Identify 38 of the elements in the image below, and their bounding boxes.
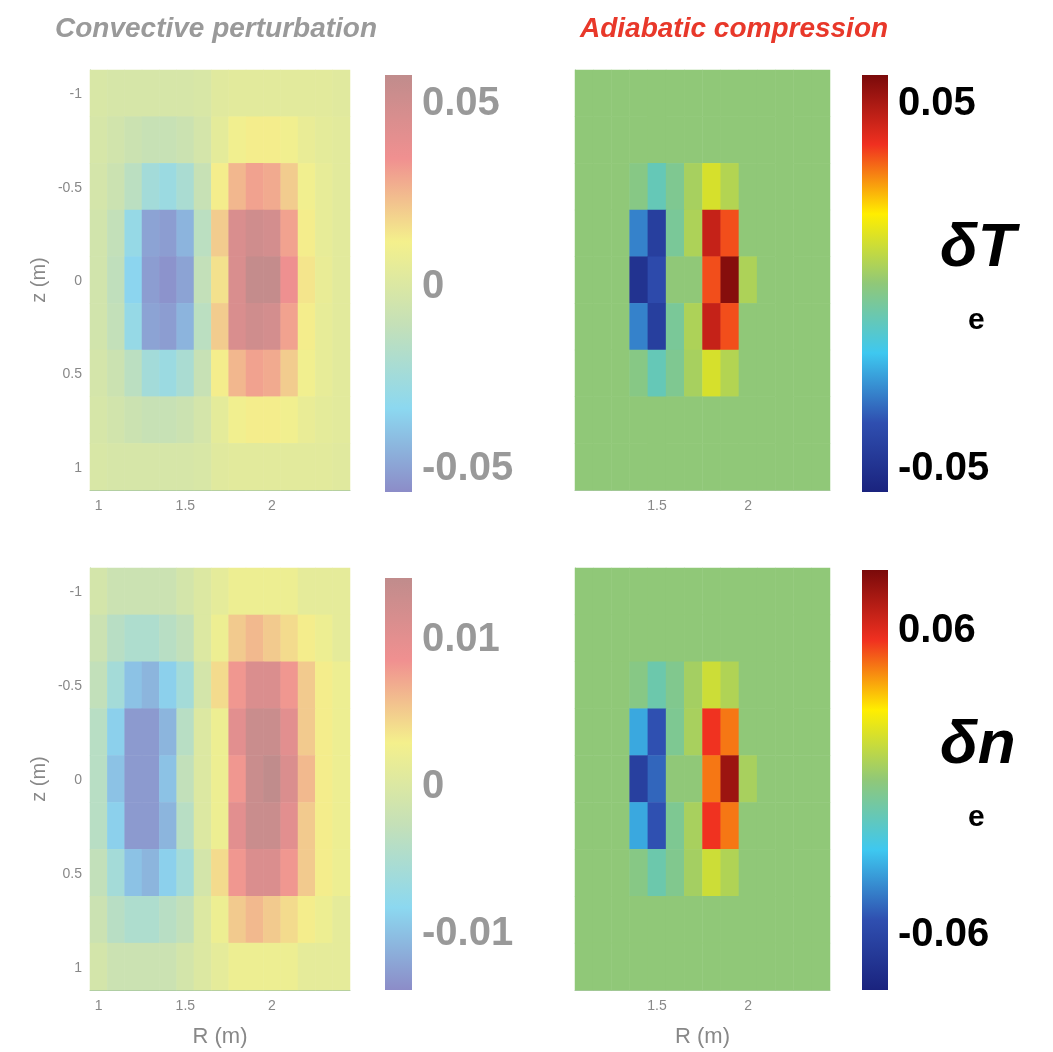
x-tick-label: 2: [744, 497, 753, 513]
y-tick-label: 1: [74, 458, 83, 475]
y-tick-label: 0.5: [62, 864, 83, 881]
color-bar-label: 0.01: [422, 614, 500, 659]
x-tick-label: 1.5: [175, 497, 196, 513]
y-tick-label: -0.5: [57, 178, 83, 195]
x-axis-title: R (m): [675, 1022, 730, 1048]
y-tick-label: -1: [69, 583, 83, 600]
color-bar-label: -0.06: [898, 909, 990, 954]
y-tick-label: 0.5: [62, 365, 83, 382]
x-tick-label: 1.5: [175, 997, 196, 1013]
color-bar-label: 0.05: [898, 78, 976, 123]
chart-title: Convective perturbation: [55, 11, 378, 43]
color-bar-label: 0: [422, 762, 445, 806]
color-bar-label: -0.05: [422, 444, 514, 489]
color-bar-label: 0: [422, 261, 445, 306]
y-tick-label: 0: [74, 771, 83, 787]
x-tick-label: 1: [94, 497, 103, 513]
x-tick-label: 1: [94, 997, 103, 1013]
x-tick-label: 2: [268, 497, 277, 513]
y-tick-label: 1: [74, 958, 83, 975]
y-axis-title: z (m): [27, 257, 49, 303]
y-tick-label: -1: [69, 85, 83, 102]
chart-title: Adiabatic compression: [579, 11, 889, 43]
x-axis-title: R (m): [192, 1022, 248, 1048]
x-tick-label: 2: [268, 997, 277, 1013]
y-tick-label: -0.5: [57, 677, 83, 694]
color-bar-label: 0.06: [898, 606, 976, 651]
color-bar-title: δTe: [940, 210, 1021, 335]
y-tick-label: 0: [74, 272, 83, 288]
x-tick-label: 1.5: [647, 497, 667, 513]
x-tick-label: 1.5: [647, 997, 667, 1013]
y-axis-title: z (m): [27, 756, 49, 802]
color-bar-label: -0.01: [422, 909, 514, 954]
color-bar-label: -0.05: [898, 444, 990, 489]
x-tick-label: 2: [744, 997, 753, 1013]
color-bar-title: δne: [940, 706, 1016, 832]
color-bar-label: 0.05: [422, 78, 500, 123]
